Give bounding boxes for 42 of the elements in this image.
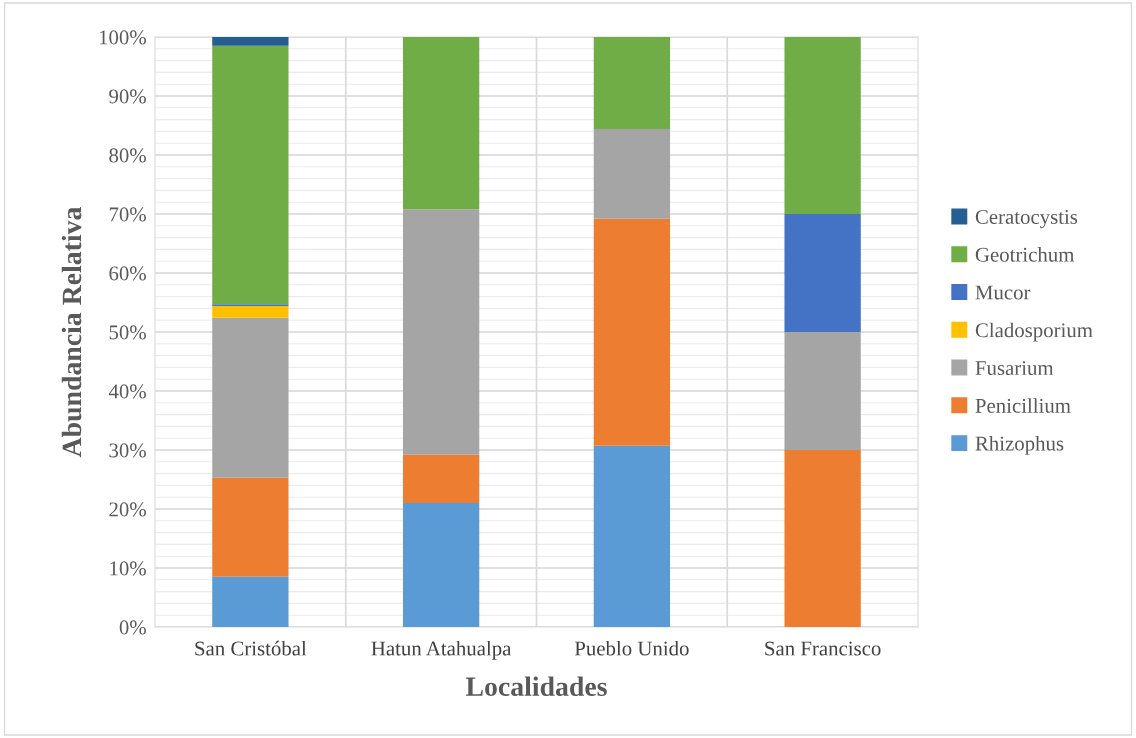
y-tick-label: 10% bbox=[110, 561, 146, 576]
y-axis-title: Abundancia Relativa bbox=[61, 207, 82, 458]
bar bbox=[593, 129, 671, 219]
bar bbox=[593, 445, 671, 627]
legend-label: Ceratocystis bbox=[975, 209, 1078, 229]
bar bbox=[212, 477, 289, 577]
y-tick-label: 0% bbox=[119, 620, 146, 635]
y-tick-label: 100% bbox=[99, 30, 146, 45]
bar bbox=[593, 218, 671, 446]
bar bbox=[402, 209, 480, 455]
x-axis-title: Localidades bbox=[465, 676, 607, 696]
bar bbox=[212, 306, 289, 318]
bar bbox=[784, 332, 861, 450]
x-tick-label: Hatun Atahualpa bbox=[371, 640, 512, 660]
legend-label: Cladosporium bbox=[975, 322, 1093, 342]
y-tick-label: 90% bbox=[109, 89, 146, 104]
y-tick-label: 40% bbox=[108, 384, 146, 399]
bar bbox=[402, 503, 480, 627]
y-tick-label: 20% bbox=[109, 502, 146, 517]
legend-label: Geotrichum bbox=[975, 247, 1075, 262]
legend-label: Mucor bbox=[975, 285, 1031, 300]
bar bbox=[593, 37, 671, 130]
legend-label: Fusarium bbox=[975, 361, 1054, 376]
y-tick-label: 60% bbox=[109, 266, 146, 281]
x-tick-label: San Francisco bbox=[765, 641, 881, 656]
legend-label: Rhizophus bbox=[975, 435, 1064, 455]
bar bbox=[784, 37, 861, 214]
y-tick-label: 50% bbox=[109, 325, 146, 340]
bar bbox=[212, 576, 289, 627]
y-tick-label: 70% bbox=[109, 207, 146, 222]
bar bbox=[402, 454, 480, 504]
bar bbox=[212, 45, 289, 305]
x-tick-label: Pueblo Unido bbox=[574, 640, 689, 656]
bar bbox=[212, 317, 289, 478]
bar bbox=[784, 450, 861, 627]
y-tick-label: 30% bbox=[109, 443, 146, 458]
y-tick-label: 80% bbox=[109, 148, 146, 163]
bar bbox=[402, 37, 480, 210]
x-tick-label: San Cristóbal bbox=[195, 640, 307, 656]
bar bbox=[212, 37, 289, 46]
legend-label: Penicillium bbox=[975, 398, 1071, 413]
bar bbox=[784, 214, 861, 332]
